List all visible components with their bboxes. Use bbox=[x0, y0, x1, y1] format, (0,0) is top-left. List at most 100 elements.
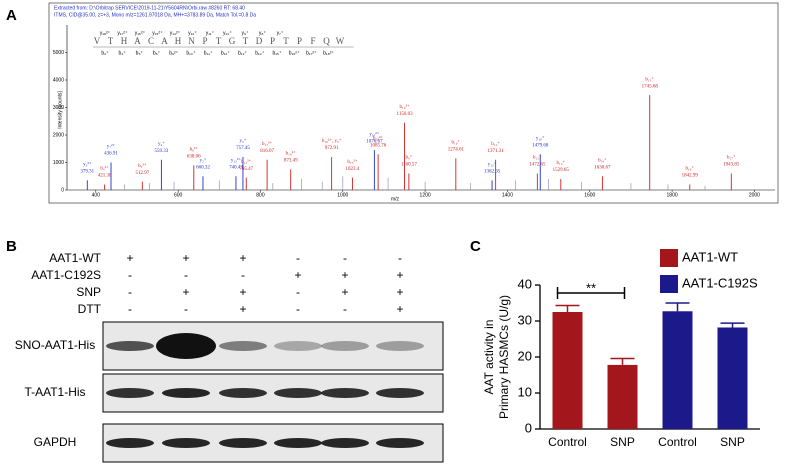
condition-sign: + bbox=[126, 251, 133, 265]
x-tick-label: Control bbox=[548, 435, 587, 449]
peak-mz-label: 1076.67 bbox=[366, 139, 383, 144]
sequence-residue: T bbox=[283, 36, 289, 46]
sequence-residue: N bbox=[188, 36, 195, 46]
x-tick-label: SNP bbox=[720, 435, 745, 449]
sequence-residue: G bbox=[229, 36, 236, 46]
legend-label: AAT1-WT bbox=[682, 249, 738, 264]
legend-swatch bbox=[660, 249, 678, 267]
blot-band bbox=[106, 438, 154, 448]
peak-mz-label: 1085.76 bbox=[370, 143, 387, 148]
peak-mz-label: 1943.85 bbox=[723, 163, 740, 168]
header-line: Extracted from: D:\Orbitrap SERVICE\2019… bbox=[54, 5, 245, 11]
condition-label: SNP bbox=[76, 285, 101, 299]
significance-label: ** bbox=[586, 280, 596, 295]
y-tick-label: 40 bbox=[518, 276, 532, 291]
sequence-residue: W bbox=[336, 36, 345, 46]
peak-mz-label: 740.43 bbox=[229, 165, 243, 170]
peak-ion-label: b₁₁⁺ bbox=[491, 141, 500, 147]
sequence-residue: C bbox=[148, 36, 154, 46]
y-tick-label: 3000 bbox=[53, 105, 64, 111]
condition-sign: - bbox=[398, 251, 402, 265]
peak-mz-label: 1630.67 bbox=[594, 165, 611, 170]
condition-sign: + bbox=[182, 285, 189, 299]
panel-label: B bbox=[6, 238, 17, 255]
ion-label-bottom: b₁₆²⁺ bbox=[289, 50, 300, 56]
peak-mz-label: 972.91 bbox=[325, 146, 339, 151]
bar bbox=[607, 364, 638, 429]
peak-mz-label: 1362.65 bbox=[484, 170, 501, 175]
peak-ion-label: b₁₇²⁺ bbox=[347, 159, 357, 165]
blot-band bbox=[162, 388, 210, 398]
blot-band bbox=[106, 388, 154, 398]
y-tick-label: 10 bbox=[518, 384, 532, 399]
x-tick-label: 1200 bbox=[420, 192, 431, 198]
legend-swatch bbox=[660, 275, 678, 293]
x-tick-label: SNP bbox=[610, 435, 635, 449]
panel-label: C bbox=[470, 238, 481, 255]
peak-mz-label: 1529.65 bbox=[553, 168, 570, 173]
x-tick-label: 1400 bbox=[502, 192, 513, 198]
blot-band bbox=[376, 388, 424, 398]
ion-label-bottom: b₅⁺ bbox=[136, 50, 144, 56]
sequence-residue: V bbox=[94, 36, 101, 46]
condition-sign: - bbox=[128, 285, 132, 299]
peak-ion-label: y₃²⁺ bbox=[83, 162, 92, 168]
ion-label-bottom: b₉²⁺ bbox=[169, 50, 178, 56]
ion-label-bottom: b₁₂⁺ bbox=[221, 50, 230, 56]
condition-sign: - bbox=[128, 268, 132, 282]
condition-sign: + bbox=[239, 302, 246, 316]
sequence-residue: D bbox=[256, 36, 263, 46]
sequence-residue: P bbox=[297, 36, 302, 46]
condition-label: AAT1-WT bbox=[49, 251, 101, 265]
ion-label-bottom: b₂⁺ bbox=[101, 50, 109, 56]
blot-label: SNO-AAT1-His bbox=[15, 338, 95, 352]
condition-sign: + bbox=[396, 302, 403, 316]
x-tick-label: 600 bbox=[174, 192, 183, 198]
y-axis-label: AAT activity in bbox=[482, 320, 496, 395]
condition-sign: + bbox=[341, 268, 348, 282]
blot-label: GAPDH bbox=[34, 435, 77, 449]
peak-mz-label: 1274.61 bbox=[448, 148, 465, 153]
peak-ion-label: b₁₄²⁺ bbox=[286, 151, 296, 157]
ion-label-top: y₁₁⁺ bbox=[206, 30, 215, 36]
condition-sign: + bbox=[182, 251, 189, 265]
sequence-residue: Q bbox=[323, 36, 330, 46]
legend-label: AAT1-C192S bbox=[682, 275, 758, 290]
peak-ion-label: b₄²⁺ bbox=[100, 166, 109, 172]
ion-label-top: y₈⁺ bbox=[259, 30, 267, 36]
ion-label-top: y₁₀⁺ bbox=[223, 30, 232, 36]
blot-band bbox=[274, 341, 322, 351]
peak-mz-label: 1472.65 bbox=[529, 163, 546, 168]
ion-label-top: y₁₇²⁺ bbox=[117, 30, 128, 36]
x-tick-label: Control bbox=[658, 435, 697, 449]
peak-mz-label: 1745.68 bbox=[642, 84, 659, 89]
condition-sign: + bbox=[396, 268, 403, 282]
peak-mz-label: 512.97 bbox=[135, 171, 149, 176]
condition-sign: + bbox=[396, 285, 403, 299]
y-tick-label: 2000 bbox=[53, 132, 64, 138]
peak-ion-label: b₁₂⁺ bbox=[533, 155, 542, 161]
blot-band bbox=[321, 341, 369, 351]
y-tick-label: 0 bbox=[61, 187, 64, 193]
peak-mz-label: 660.32 bbox=[196, 165, 210, 170]
sequence-residue: T bbox=[108, 36, 114, 46]
peak-mz-label: 816.07 bbox=[260, 149, 274, 154]
peak-ion-label: b₁₀⁺ bbox=[452, 140, 461, 146]
sequence-residue: T bbox=[216, 36, 222, 46]
peak-mz-label: 1842.99 bbox=[682, 174, 699, 179]
ion-label-bottom: b₆⁺ bbox=[153, 50, 161, 56]
x-tick-label: 2000 bbox=[749, 192, 760, 198]
peak-ion-label: b₁₆⁺ bbox=[685, 166, 694, 172]
blot-band bbox=[156, 333, 216, 359]
peak-ion-label: y₇²⁺ bbox=[107, 144, 116, 150]
blot-band bbox=[321, 388, 369, 398]
ion-label-bottom: b₁₇²⁺ bbox=[306, 50, 317, 56]
blot-band bbox=[274, 388, 322, 398]
condition-sign: + bbox=[239, 251, 246, 265]
y-tick-label: 0 bbox=[525, 420, 532, 435]
peak-mz-label: 1371.31 bbox=[488, 149, 505, 154]
blot-label: T-AAT1-His bbox=[24, 385, 85, 399]
peak-ion-label: b₁₅⁺ bbox=[645, 76, 654, 82]
blot-band bbox=[219, 341, 267, 351]
x-tick-label: 1800 bbox=[667, 192, 678, 198]
